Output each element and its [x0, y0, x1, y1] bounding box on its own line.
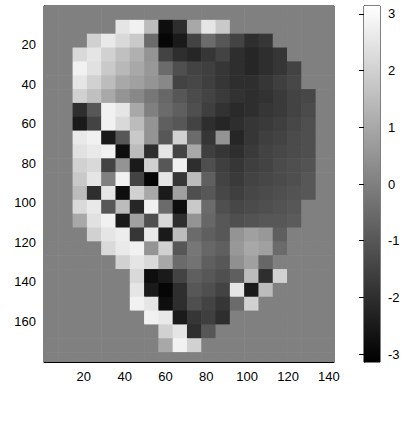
svg-text:1: 1 — [388, 120, 395, 135]
svg-text:80: 80 — [22, 156, 36, 171]
svg-text:60: 60 — [22, 116, 36, 131]
svg-text:40: 40 — [22, 77, 36, 92]
svg-text:-1: -1 — [388, 233, 400, 248]
svg-text:140: 140 — [318, 369, 340, 384]
svg-text:100: 100 — [236, 369, 258, 384]
svg-text:3: 3 — [388, 6, 395, 21]
svg-text:20: 20 — [77, 369, 91, 384]
svg-text:100: 100 — [14, 195, 36, 210]
svg-text:-2: -2 — [388, 290, 400, 305]
svg-text:0: 0 — [388, 177, 395, 192]
svg-text:120: 120 — [277, 369, 299, 384]
svg-text:140: 140 — [14, 274, 36, 289]
svg-text:160: 160 — [14, 314, 36, 329]
svg-text:40: 40 — [117, 369, 131, 384]
svg-text:60: 60 — [158, 369, 172, 384]
svg-text:80: 80 — [199, 369, 213, 384]
svg-text:20: 20 — [22, 37, 36, 52]
svg-text:120: 120 — [14, 235, 36, 250]
svg-text:-3: -3 — [388, 347, 400, 362]
svg-text:2: 2 — [388, 63, 395, 78]
